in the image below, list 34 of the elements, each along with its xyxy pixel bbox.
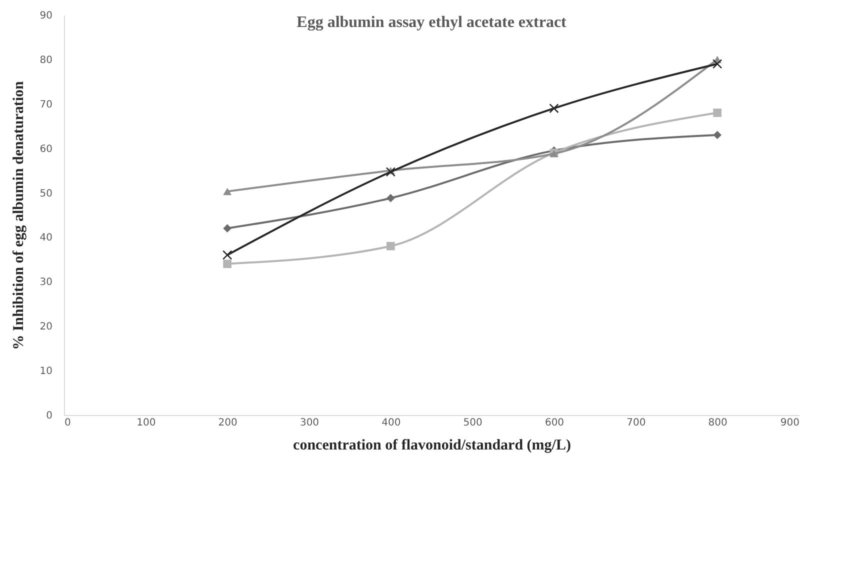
x-tick-label: 0 [64, 418, 71, 428]
y-tick-label: 70 [40, 99, 52, 110]
x-tick-label: 100 [136, 418, 156, 428]
point [223, 188, 232, 196]
y-tick-label: 30 [40, 277, 52, 288]
x-tick-label: 700 [626, 418, 646, 428]
y-tick-label: 60 [40, 144, 52, 155]
y-tick-label: 90 [40, 10, 52, 22]
y-tick-label: 10 [40, 366, 52, 378]
y-axis-title: % Inhibition of egg albumin denaturation [10, 80, 27, 350]
x-tick-label: 500 [463, 418, 482, 428]
point [549, 104, 559, 114]
x-tick-label: 600 [544, 418, 564, 428]
point [713, 108, 722, 117]
point [712, 59, 722, 69]
y-tick-label: 20 [40, 322, 52, 333]
x-tick-label: 200 [218, 418, 238, 428]
point [386, 194, 395, 202]
x-tick-label: 800 [708, 418, 728, 428]
chart-title: Egg albumin assay ethyl acetate extract [296, 14, 568, 31]
x-tick-label: 900 [780, 418, 800, 428]
point [713, 130, 722, 140]
x-tick-label: 300 [300, 418, 320, 428]
point [386, 167, 396, 177]
point [222, 250, 232, 260]
y-tick-label: 0 [46, 410, 52, 422]
point [386, 242, 395, 250]
x-tick-label: 400 [382, 418, 401, 428]
y-tick-label: 40 [40, 232, 52, 244]
y-tick-label: 50 [40, 188, 52, 200]
point [223, 260, 232, 268]
point [223, 224, 232, 233]
y-tick-label: 80 [40, 54, 52, 66]
x-axis-title: concentration of flavonoid/standard (mg/L) [293, 438, 571, 454]
